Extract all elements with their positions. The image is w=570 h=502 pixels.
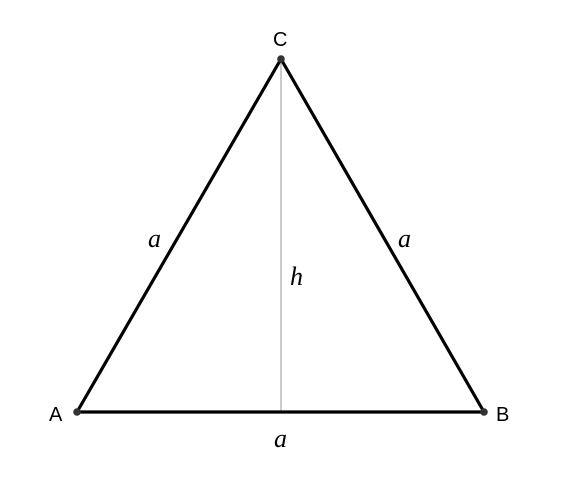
edge-label-ab: a bbox=[274, 424, 287, 454]
altitude-label: h bbox=[290, 262, 303, 292]
edge-label-bc: a bbox=[398, 224, 411, 254]
vertex-label-a: A bbox=[49, 404, 62, 427]
vertex-label-c: C bbox=[273, 29, 287, 52]
edge-label-ac: a bbox=[148, 224, 161, 254]
vertex-label-b: B bbox=[496, 404, 509, 427]
